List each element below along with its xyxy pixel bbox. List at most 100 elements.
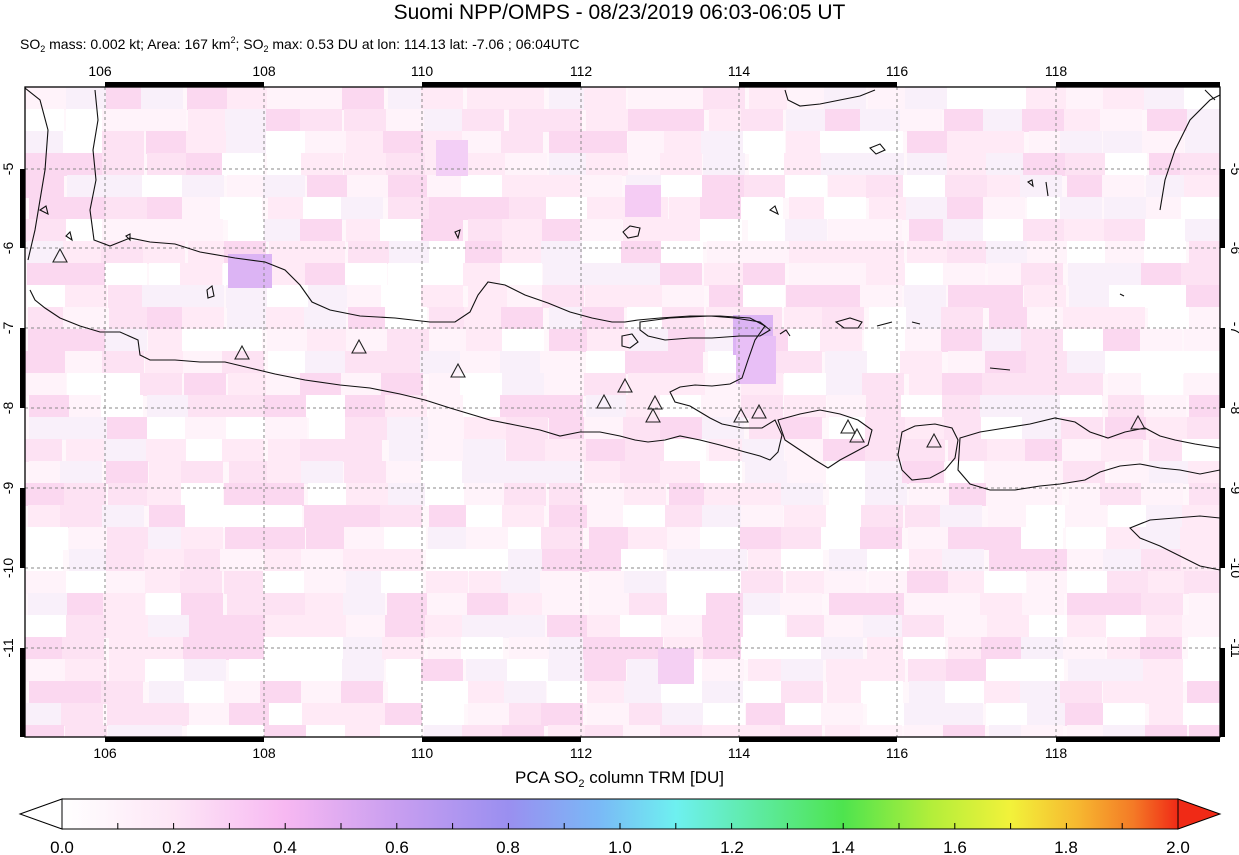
lat-label: -7 (0, 322, 16, 335)
so2-pixel (267, 87, 309, 110)
so2-pixel (502, 87, 544, 110)
so2-pixel (227, 175, 269, 198)
lat-label: -5 (0, 163, 16, 176)
so2-pixel (61, 703, 103, 726)
so2-pixel (1100, 483, 1142, 506)
so2-pixel (825, 109, 867, 132)
so2-pixel (388, 175, 430, 198)
so2-pixel (820, 329, 862, 352)
so2-pixel (425, 263, 467, 286)
so2-pixel (381, 571, 423, 594)
so2-pixel (703, 87, 745, 110)
so2-pixel (342, 659, 384, 682)
so2-pixel (587, 329, 629, 352)
so2-pixel (700, 197, 742, 220)
so2-pixel (305, 131, 347, 154)
so2-pixel (1066, 87, 1108, 110)
so2-pixel (103, 593, 145, 616)
so2-pixel (463, 395, 505, 418)
so2-pixel (1103, 549, 1145, 572)
colorbar-high-arrow (1177, 798, 1222, 830)
so2-pixel (60, 505, 102, 528)
so2-pixel (222, 395, 264, 418)
so2-pixel (982, 373, 1024, 396)
so2-pixel (740, 527, 782, 550)
so2-pixel (989, 725, 1031, 737)
so2-pixel (582, 549, 624, 572)
so2-pixel (1060, 395, 1102, 418)
so2-pixel (903, 637, 945, 660)
so2-pixel (226, 417, 268, 440)
so2-pixel (864, 329, 906, 352)
so2-pixel (181, 461, 223, 484)
so2-pixel (303, 197, 345, 220)
so2-pixel (1027, 703, 1069, 726)
volcano-triangle-icon (617, 377, 633, 393)
so2-pixel (28, 593, 70, 616)
so2-pixel (623, 417, 665, 440)
so2-pixel (267, 461, 309, 484)
so2-pixel (820, 131, 862, 154)
so2-pixel (785, 219, 827, 242)
so2-pixel (506, 417, 548, 440)
so2-pixel (869, 197, 911, 220)
so2-pixel (702, 725, 744, 737)
so2-pixel (863, 659, 905, 682)
so2-pixel (660, 417, 702, 440)
so2-pixel (1026, 87, 1068, 110)
so2-pixel (146, 593, 188, 616)
so2-pixel (780, 593, 822, 616)
so2-pixel (947, 131, 989, 154)
so2-pixel (25, 109, 64, 132)
so2-pixel (1103, 329, 1145, 352)
so2-pixel (980, 395, 1022, 418)
so2-pixel (587, 615, 629, 638)
so2-pixel (907, 153, 949, 176)
so2-pixel (824, 615, 866, 638)
lon-label: 108 (252, 63, 276, 79)
so2-pixel (346, 329, 388, 352)
so2-pixel (1149, 461, 1191, 484)
so2-pixel (548, 725, 590, 737)
so2-pixel (387, 417, 429, 440)
so2-pixel (1021, 725, 1063, 737)
so2-pixel (941, 307, 983, 330)
so2-pixel (1102, 175, 1144, 198)
so2-pixel (345, 395, 387, 418)
so2-pixel (1149, 285, 1191, 308)
so2-pixel (787, 461, 829, 484)
so2-pixel (1108, 395, 1150, 418)
so2-pixel (826, 505, 868, 528)
so2-pixel (348, 307, 390, 330)
so2-pixel (667, 527, 709, 550)
so2-pixel (108, 285, 150, 308)
so2-pixel (703, 153, 745, 176)
so2-pixel (462, 109, 504, 132)
so2-pixel (64, 197, 106, 220)
so2-pixel (468, 219, 510, 242)
map-title: Suomi NPP/OMPS - 08/23/2019 06:03-06:05 … (393, 1, 846, 24)
so2-pixel (1027, 241, 1069, 264)
so2-pixel (902, 461, 944, 484)
so2-pixel (264, 219, 306, 242)
so2-pixel (69, 395, 111, 418)
volcano-triangle-icon (926, 432, 942, 448)
so2-pixel (585, 285, 627, 308)
lon-label: 116 (886, 745, 909, 761)
so2-pixel (428, 527, 470, 550)
so2-pixel (828, 219, 870, 242)
so2-pixel (25, 725, 64, 737)
so2-pixel (1149, 439, 1191, 462)
so2-pixel (667, 549, 709, 572)
so2-pixel (905, 87, 947, 110)
so2-pixel (468, 549, 510, 572)
so2-pixel (308, 285, 350, 308)
so2-pixel (1023, 219, 1065, 242)
so2-pixel (981, 637, 1023, 660)
so2-pixel (1106, 527, 1148, 550)
so2-pixel (189, 615, 231, 638)
so2-pixel (984, 461, 1026, 484)
so2-pixel (541, 703, 583, 726)
lat-label: -8 (1228, 402, 1239, 415)
so2-pixel (108, 483, 150, 506)
